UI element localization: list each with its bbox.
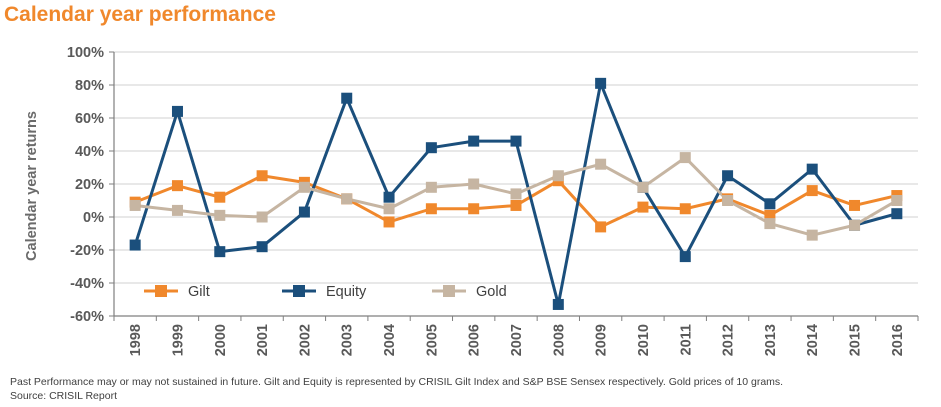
- gilt-point: [849, 199, 861, 211]
- x-tick-label: 2005: [424, 324, 440, 356]
- x-tick-label: 2016: [890, 324, 906, 356]
- equity-point: [341, 92, 353, 104]
- equity-point: [722, 170, 734, 182]
- equity-point: [383, 191, 395, 203]
- gilt-point: [510, 199, 522, 211]
- gilt-point: [214, 191, 226, 203]
- x-tick-label: 2008: [551, 324, 567, 356]
- equity-point: [891, 208, 903, 220]
- equity-point: [679, 251, 691, 263]
- gold-point: [552, 170, 564, 182]
- y-tick-label: -60%: [70, 309, 104, 325]
- equity-point: [171, 105, 183, 117]
- calendar-year-performance-chart: 100% 80% 60% 40% 20% 0% -20% -40% -60% 1998 1999 2…: [24, 45, 919, 356]
- x-tick-label: 2002: [297, 324, 313, 356]
- y-tick-label: 60%: [75, 111, 104, 127]
- gridlines: [114, 51, 918, 317]
- gilt-point: [595, 221, 607, 233]
- gilt-point: [468, 203, 480, 215]
- equity-point: [214, 246, 226, 258]
- legend: Gilt Equity Gold: [144, 284, 507, 300]
- equity-point: [764, 198, 776, 210]
- gold-point: [341, 193, 353, 205]
- x-tick-label: 2006: [467, 324, 483, 356]
- gilt-point: [679, 203, 691, 215]
- x-tick-label: 2011: [678, 324, 694, 355]
- gold-point: [891, 195, 903, 206]
- x-tick-label: 2000: [213, 324, 229, 356]
- y-tick-label: 100%: [67, 45, 104, 61]
- x-tick-label: 2013: [763, 324, 779, 356]
- axes: [109, 51, 919, 321]
- y-tick-label: 20%: [75, 177, 104, 193]
- gold-point: [171, 204, 183, 216]
- y-tick-labels: 100% 80% 60% 40% 20% 0% -20% -40% -60%: [67, 45, 104, 325]
- gold-point: [722, 195, 734, 206]
- equity-point: [595, 77, 607, 89]
- x-tick-label: 2010: [636, 324, 652, 356]
- gold-point: [764, 218, 776, 230]
- equity-point: [510, 135, 522, 147]
- x-tick-label: 1999: [170, 324, 186, 356]
- gold-point: [214, 209, 226, 221]
- gold-point: [383, 203, 395, 215]
- x-tick-label: 2004: [382, 324, 398, 356]
- gold-point: [129, 199, 141, 211]
- legend-gold-label: Gold: [476, 284, 507, 300]
- gold-point: [849, 219, 861, 231]
- gilt-point: [806, 185, 818, 197]
- gilt-point: [425, 203, 437, 215]
- footnote-source: Source: CRISIL Report: [10, 390, 117, 402]
- legend-gilt-marker: [155, 285, 167, 297]
- x-tick-label: 2012: [721, 324, 737, 356]
- equity-point: [468, 135, 480, 147]
- gilt-point: [171, 180, 183, 192]
- gilt-point: [383, 216, 395, 228]
- x-tick-label: 2009: [594, 324, 610, 356]
- equity-point: [298, 206, 310, 218]
- gilt-point: [637, 201, 649, 213]
- equity-point: [552, 298, 564, 310]
- x-tick-label: 2014: [805, 324, 821, 356]
- equity-point: [425, 142, 437, 154]
- x-tick-label: 1998: [128, 324, 144, 356]
- x-tick-label: 2003: [340, 324, 356, 356]
- equity-point: [806, 163, 818, 175]
- gold-point: [510, 188, 522, 200]
- legend-equity-label: Equity: [326, 284, 367, 300]
- gold-point: [256, 211, 268, 223]
- gold-point: [468, 178, 480, 190]
- chart-title: Calendar year performance: [4, 3, 276, 26]
- gold-point: [679, 152, 691, 164]
- y-tick-label: 0%: [83, 210, 104, 226]
- y-tick-label: -20%: [70, 243, 104, 259]
- x-tick-labels: 1998 1999 2000 2001 2002 2003 2004 2005 2006 2007…: [128, 324, 906, 356]
- series-markers: [129, 77, 903, 310]
- y-tick-label: -40%: [70, 276, 104, 292]
- gold-point: [298, 181, 310, 193]
- y-tick-label: 40%: [75, 144, 104, 160]
- gold-point: [637, 181, 649, 193]
- equity-point: [256, 241, 268, 253]
- legend-equity-marker: [293, 285, 305, 297]
- gold-point: [425, 181, 437, 193]
- y-tick-label: 80%: [75, 78, 104, 94]
- footnote-disclaimer: Past Performance may or may not sustaine…: [10, 376, 784, 388]
- gold-point: [595, 158, 607, 170]
- legend-gilt-label: Gilt: [188, 284, 210, 300]
- gold-point: [806, 229, 818, 241]
- equity-point: [129, 239, 141, 251]
- y-axis-label: Calendar year returns: [24, 111, 40, 261]
- legend-gold-marker: [443, 285, 455, 297]
- gilt-point: [256, 170, 268, 182]
- x-tick-label: 2015: [848, 324, 864, 356]
- x-tick-label: 2007: [509, 324, 525, 356]
- x-tick-label: 2001: [255, 324, 271, 356]
- gilt-point: [764, 209, 776, 221]
